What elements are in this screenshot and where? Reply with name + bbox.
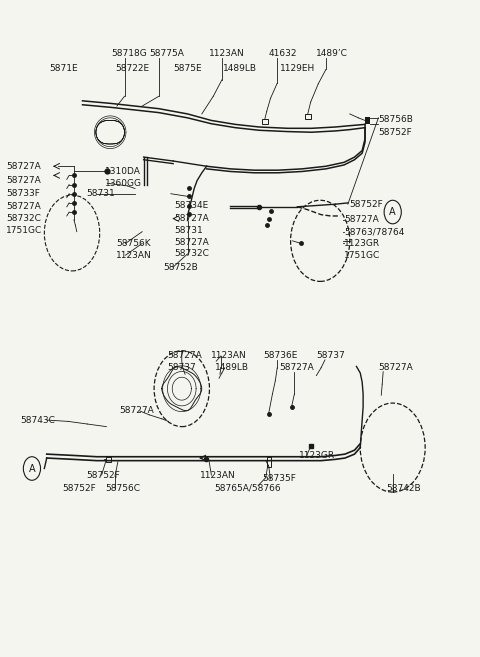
Text: 58737: 58737 [316,351,345,361]
Text: 58722E: 58722E [115,64,149,73]
Text: 1129EH: 1129EH [280,64,315,73]
Text: 58763/78764: 58763/78764 [344,227,405,236]
Text: 1751GC: 1751GC [6,226,42,235]
Text: 41632: 41632 [269,49,297,58]
Text: 58732C: 58732C [174,250,209,258]
Text: 1123GR: 1123GR [344,239,380,248]
Text: 1489LB: 1489LB [215,363,249,373]
Bar [365,116,370,124]
Text: 58727A: 58727A [344,215,379,225]
Text: 58765A/58766: 58765A/58766 [214,484,281,493]
Text: 58756B: 58756B [378,115,413,124]
Text: 58727A: 58727A [6,202,41,212]
Text: A: A [389,207,396,217]
Text: 1360GG: 1360GG [106,179,143,188]
Text: 58752F: 58752F [349,200,383,209]
Text: 58727A: 58727A [120,407,155,415]
Text: 1123GR: 1123GR [299,451,336,460]
Text: 58731: 58731 [174,226,203,235]
Text: 58775A: 58775A [149,49,184,58]
Text: 58735F: 58735F [262,474,296,484]
Text: 58727A: 58727A [168,351,202,361]
Text: 58752F: 58752F [62,484,96,493]
Text: 58737: 58737 [168,363,196,373]
Text: 58732C: 58732C [6,214,41,223]
Text: 58718G: 58718G [111,49,147,58]
Text: 1489LB: 1489LB [223,64,257,73]
Text: 1123AN: 1123AN [200,470,236,480]
Text: 58742B: 58742B [386,484,420,493]
Text: 58727A: 58727A [279,363,314,373]
Text: 58752B: 58752B [164,263,198,271]
Text: 58756K: 58756K [116,239,151,248]
Text: 58733F: 58733F [6,189,40,198]
Text: 1751GC: 1751GC [344,251,380,260]
Text: 58752F: 58752F [86,470,120,480]
Text: 58727A: 58727A [378,363,413,373]
Text: 58727A: 58727A [174,214,209,223]
Text: 1489’C: 1489’C [316,49,348,58]
Text: 58752F: 58752F [378,127,412,137]
Text: A: A [29,463,35,474]
Text: 58756C: 58756C [106,484,141,493]
Text: 58734E: 58734E [174,201,208,210]
Text: 1123AN: 1123AN [209,49,245,58]
Text: 1123AN: 1123AN [116,251,152,260]
Text: 1310DA: 1310DA [106,167,141,176]
Text: 58743C: 58743C [21,416,55,424]
Text: 58727A: 58727A [174,238,209,246]
Text: 58727A: 58727A [6,176,41,185]
Text: 1123AN: 1123AN [211,351,247,361]
Text: 58727A: 58727A [6,162,41,171]
Text: 5875E: 5875E [173,64,202,73]
Text: 5871E: 5871E [49,64,78,73]
Text: 58736E: 58736E [263,351,297,361]
Text: 58731: 58731 [86,189,115,198]
